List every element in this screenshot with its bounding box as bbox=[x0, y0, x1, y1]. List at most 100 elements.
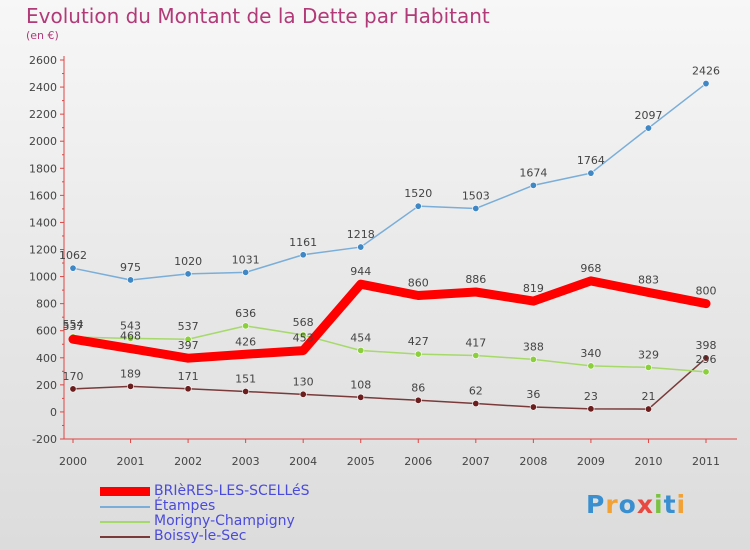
proxiti-logo: Proxiti bbox=[586, 490, 686, 519]
data-point bbox=[242, 387, 250, 395]
data-point bbox=[587, 362, 595, 370]
logo-letter: r bbox=[605, 490, 619, 519]
data-label: 636 bbox=[235, 307, 256, 320]
data-label: 1062 bbox=[59, 249, 87, 262]
data-point bbox=[529, 403, 537, 411]
data-point bbox=[357, 393, 365, 401]
data-label: 23 bbox=[584, 390, 598, 403]
legend-swatch-boissy bbox=[100, 536, 150, 538]
data-label: 340 bbox=[580, 347, 601, 360]
y-tick-label: 600 bbox=[36, 325, 57, 338]
data-label: 296 bbox=[696, 353, 717, 366]
legend-swatch-morigny bbox=[100, 521, 150, 523]
data-label: 189 bbox=[120, 367, 141, 380]
legend-label-brieres: BRIèRES-LES-SCELLéS bbox=[154, 483, 310, 499]
data-label: 568 bbox=[293, 316, 314, 329]
data-point bbox=[414, 350, 422, 358]
x-tick-label: 2001 bbox=[117, 455, 145, 468]
data-point bbox=[127, 276, 135, 284]
data-label: 886 bbox=[465, 273, 486, 286]
legend-item-boissy: Boissy-le-Sec bbox=[100, 529, 360, 544]
legend-label-etampes: Étampes bbox=[154, 498, 216, 514]
legend-item-etampes: Étampes bbox=[100, 499, 360, 514]
data-point bbox=[184, 270, 192, 278]
chart-subtitle: (en €) bbox=[26, 29, 59, 42]
data-label: 554 bbox=[63, 318, 84, 331]
y-tick-label: 1400 bbox=[29, 216, 57, 229]
series-line-3 bbox=[72, 357, 707, 410]
data-label: 108 bbox=[350, 378, 371, 391]
data-label: 397 bbox=[178, 339, 199, 352]
data-point bbox=[299, 251, 307, 259]
data-label: 1503 bbox=[462, 189, 490, 202]
series-line-1 bbox=[72, 82, 707, 281]
data-point bbox=[587, 169, 595, 177]
x-tick-label: 2007 bbox=[462, 455, 490, 468]
data-label: 800 bbox=[696, 285, 717, 298]
data-label: 537 bbox=[178, 320, 199, 333]
logo-letter: P bbox=[586, 490, 606, 519]
legend-swatch-etampes bbox=[100, 506, 150, 508]
data-label: 1031 bbox=[232, 253, 260, 266]
data-point bbox=[184, 385, 192, 393]
data-label: 944 bbox=[350, 265, 371, 278]
data-label: 130 bbox=[293, 375, 314, 388]
data-point bbox=[529, 355, 537, 363]
data-point bbox=[69, 264, 77, 272]
legend-item-brieres: BRIèRES-LES-SCELLéS bbox=[100, 484, 360, 499]
logo-letter: i bbox=[654, 490, 664, 519]
data-label: 1520 bbox=[404, 187, 432, 200]
data-label: 543 bbox=[120, 319, 141, 332]
data-label: 860 bbox=[408, 277, 429, 290]
data-point bbox=[702, 368, 710, 376]
y-tick-label: 200 bbox=[36, 379, 57, 392]
data-label: 1218 bbox=[347, 228, 375, 241]
data-label: 21 bbox=[641, 390, 655, 403]
series-line-0 bbox=[68, 276, 711, 363]
data-label: 1674 bbox=[519, 166, 547, 179]
x-tick-label: 2010 bbox=[634, 455, 662, 468]
x-tick-label: 2011 bbox=[692, 455, 720, 468]
data-label: 62 bbox=[469, 385, 483, 398]
data-label: 171 bbox=[178, 370, 199, 383]
data-label: 1161 bbox=[289, 236, 317, 249]
y-tick-label: 2400 bbox=[29, 81, 57, 94]
x-tick-label: 2005 bbox=[347, 455, 375, 468]
legend-swatch-brieres bbox=[100, 487, 150, 496]
y-tick-label: 2600 bbox=[29, 54, 57, 67]
data-label: 468 bbox=[120, 330, 141, 343]
legend-label-boissy: Boissy-le-Sec bbox=[154, 528, 247, 544]
data-point bbox=[702, 80, 710, 88]
logo-letter: x bbox=[636, 490, 654, 519]
data-label: 1764 bbox=[577, 154, 605, 167]
data-point bbox=[299, 331, 307, 339]
x-tick-label: 2003 bbox=[232, 455, 260, 468]
y-tick-label: 1800 bbox=[29, 162, 57, 175]
x-tick-label: 2009 bbox=[577, 455, 605, 468]
data-label: 819 bbox=[523, 282, 544, 295]
data-point bbox=[127, 334, 135, 342]
x-tick-label: 2006 bbox=[404, 455, 432, 468]
x-tick-label: 2002 bbox=[174, 455, 202, 468]
data-point bbox=[242, 268, 250, 276]
series-line-2 bbox=[72, 325, 707, 373]
data-label: 883 bbox=[638, 273, 659, 286]
chart-title: Evolution du Montant de la Dette par Hab… bbox=[26, 4, 490, 28]
data-point bbox=[414, 202, 422, 210]
data-point bbox=[529, 181, 537, 189]
data-label: 388 bbox=[523, 340, 544, 353]
x-tick-label: 2000 bbox=[59, 455, 87, 468]
y-tick-label: 0 bbox=[50, 406, 57, 419]
data-point bbox=[472, 351, 480, 359]
data-point bbox=[357, 243, 365, 251]
data-label: 968 bbox=[580, 262, 601, 275]
data-label: 36 bbox=[526, 388, 540, 401]
data-point bbox=[644, 405, 652, 413]
y-tick-label: 800 bbox=[36, 298, 57, 311]
data-point bbox=[69, 385, 77, 393]
data-point bbox=[299, 390, 307, 398]
data-label: 537 bbox=[63, 320, 84, 333]
data-point bbox=[357, 346, 365, 354]
data-label: 2097 bbox=[634, 109, 662, 122]
